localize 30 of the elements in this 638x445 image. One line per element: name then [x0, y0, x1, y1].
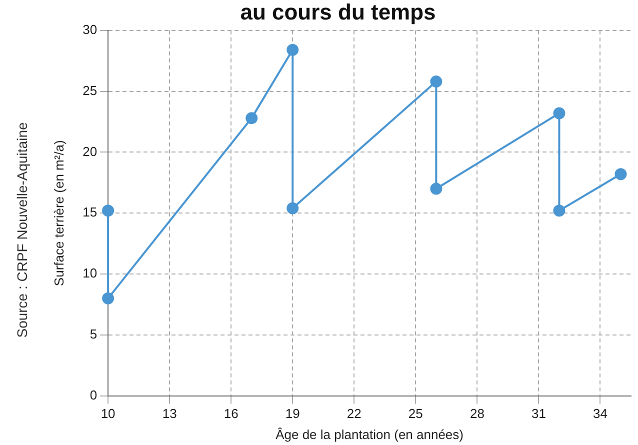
x-tick-label: 34 — [593, 406, 608, 422]
chart-title: au cours du temps — [240, 0, 436, 24]
point — [430, 76, 442, 88]
x-tick-label: 13 — [162, 406, 177, 422]
point — [286, 44, 299, 56]
x-tick-label: 16 — [224, 406, 238, 422]
x-tick-label: 10 — [100, 406, 116, 422]
y-tick-label: 5 — [90, 326, 98, 342]
x-tick-label: 25 — [408, 406, 423, 422]
point — [246, 112, 258, 124]
y-tick-label: 20 — [82, 144, 98, 159]
point — [286, 202, 299, 214]
y-tick-label: 25 — [82, 82, 98, 98]
x-tick-label: 31 — [531, 406, 546, 422]
point — [102, 292, 114, 304]
x-tick-label: 22 — [346, 406, 362, 422]
point — [614, 168, 627, 180]
point — [102, 204, 114, 217]
y-tick-label: 30 — [82, 22, 98, 37]
y-tick-label: 10 — [82, 266, 98, 281]
y-axis-title: Surface terrière (en m²/a) — [51, 140, 66, 286]
x-axis-title: Âge de la plantation (en années) — [276, 426, 464, 442]
x-tick-label: 19 — [285, 406, 300, 422]
y-tick-label: 15 — [82, 204, 98, 220]
point — [430, 182, 442, 195]
x-tick-label: 28 — [470, 406, 484, 422]
source-note: Source : CRPF Nouvelle-Aquitaine — [14, 122, 30, 338]
point — [553, 204, 566, 217]
point — [553, 107, 566, 120]
y-tick-label: 0 — [90, 387, 98, 402]
